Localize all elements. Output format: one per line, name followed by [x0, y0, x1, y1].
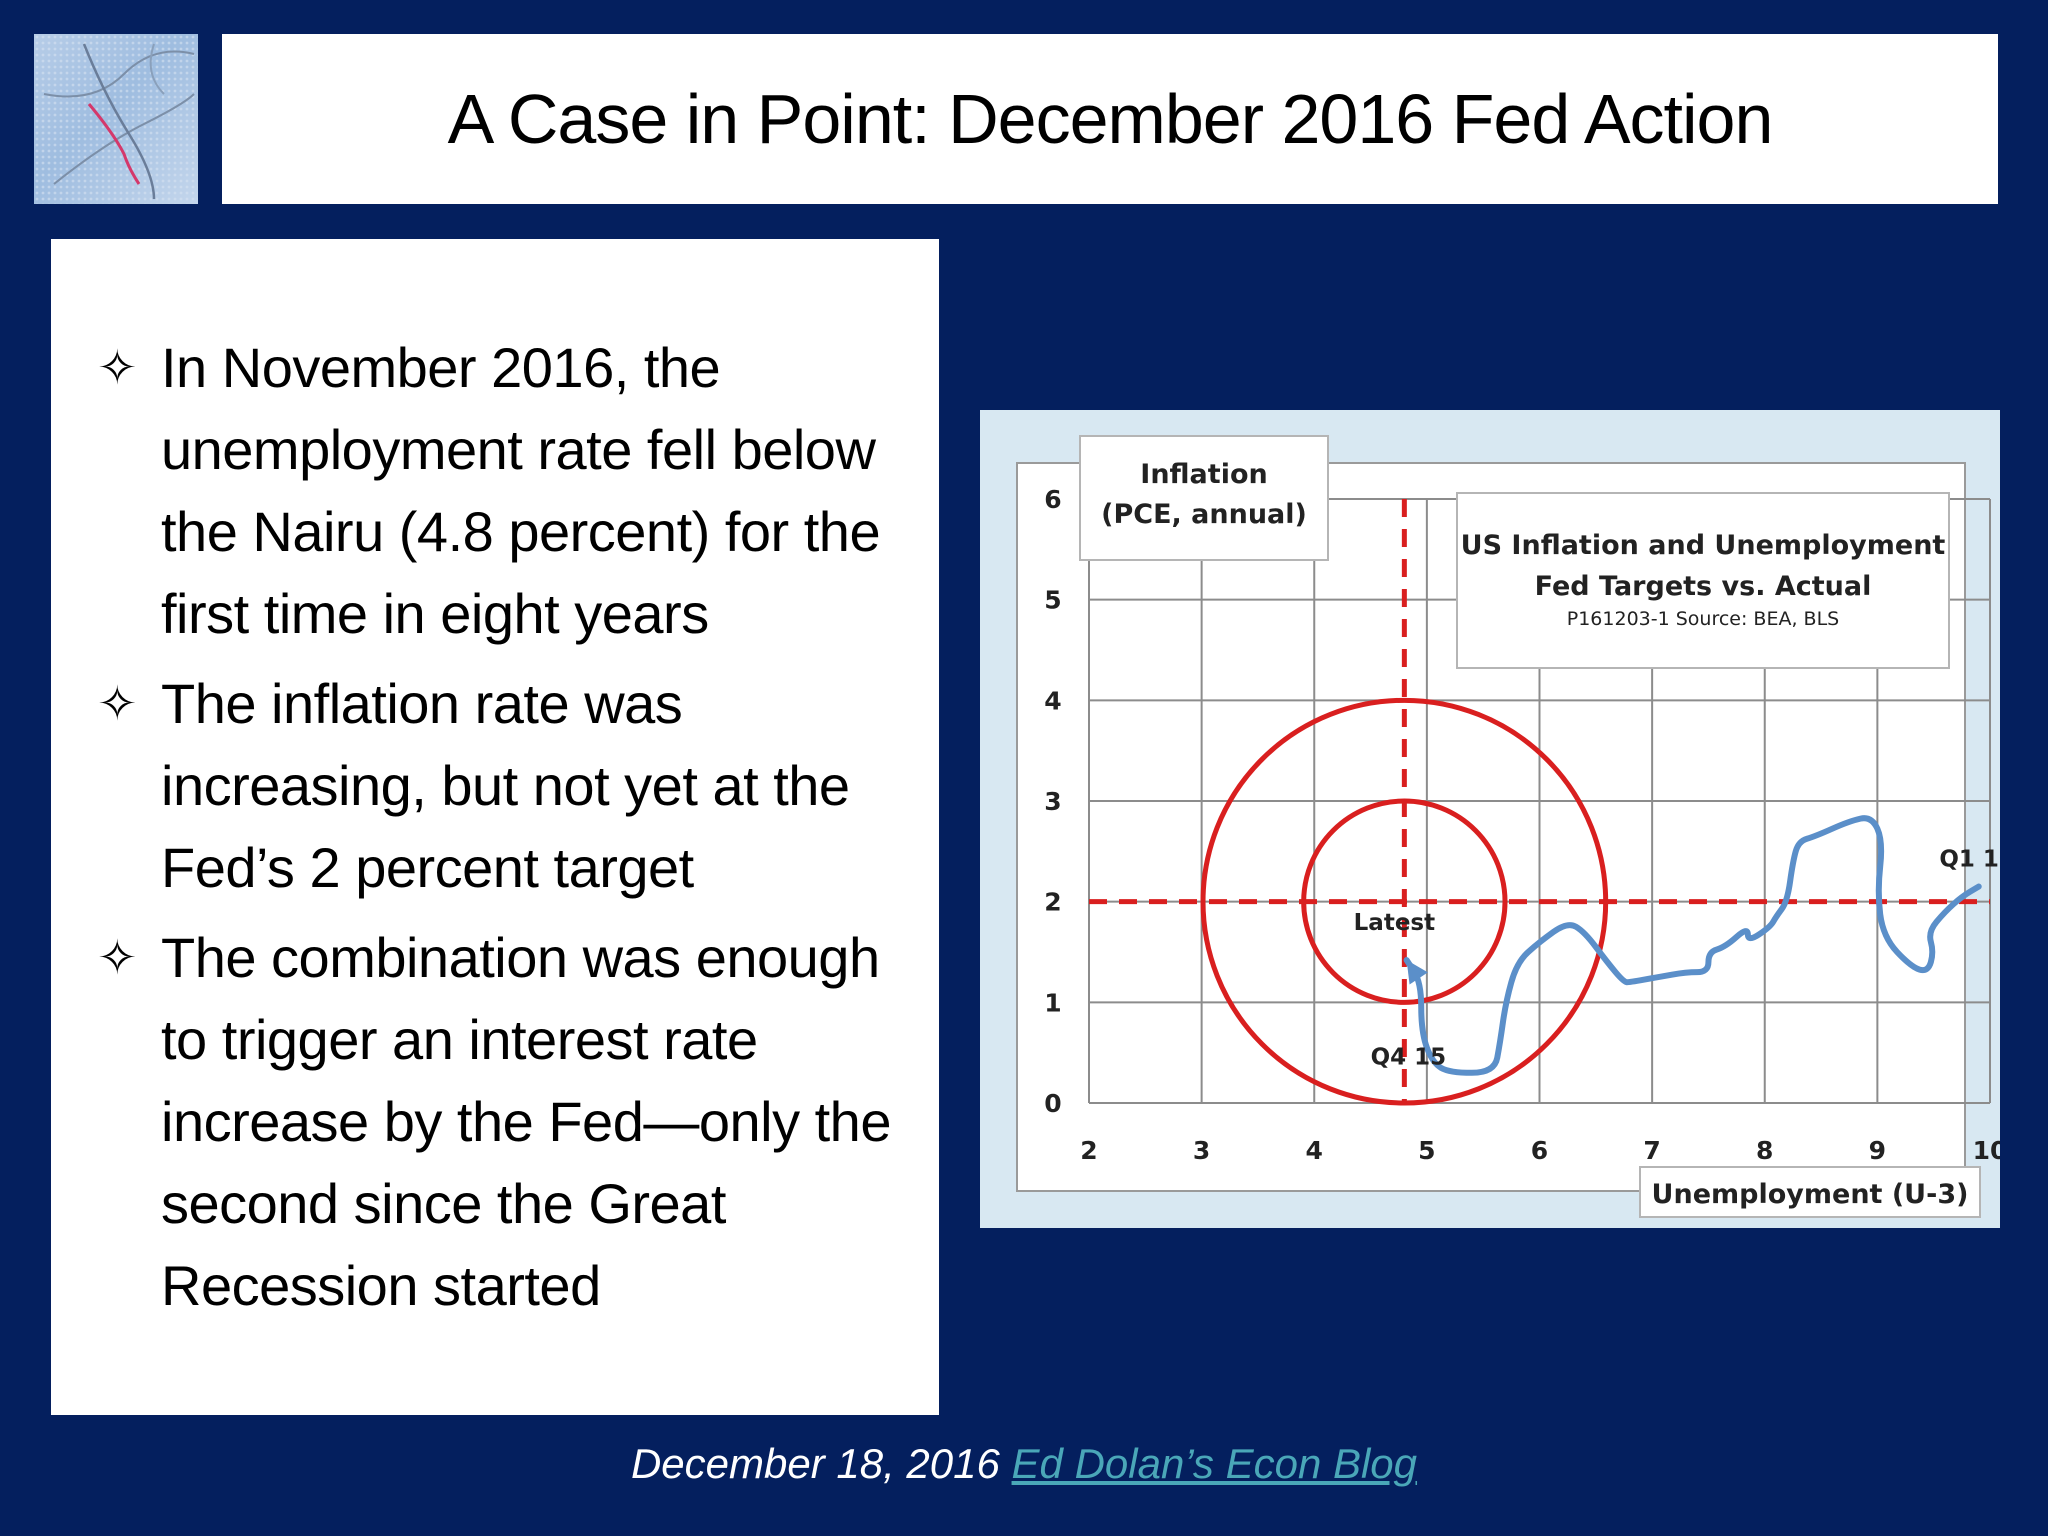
y-tick-label: 3: [1044, 787, 1061, 816]
y-tick-label: 2: [1044, 888, 1061, 917]
series-arrowhead: [1406, 960, 1428, 985]
y-tick-label: 4: [1044, 686, 1061, 715]
x-tick-label: 7: [1643, 1136, 1660, 1165]
y-tick-label: 6: [1044, 485, 1061, 514]
y-tick-label: 0: [1044, 1089, 1061, 1118]
inflation-unemployment-chart: 2 3 4 5 6 7 8 9 10 0 1 2 3 4 5 6 Inflation (PCE, annual…: [1016, 435, 2000, 1218]
chart-panel: 2 3 4 5 6 7 8 9 10 0 1 2 3 4 5 6 Inflation (PCE, annual…: [980, 410, 2000, 1228]
bullet-text: The combination was enough to trigger an…: [161, 926, 891, 1317]
chart-title-line-2: Fed Targets vs. Actual: [1535, 571, 1872, 602]
x-tick-label: 10: [1973, 1136, 2000, 1165]
xlabel: Unemployment (U-3): [1652, 1179, 1969, 1210]
series-line: [1403, 815, 1982, 1076]
x-tick-label: 2: [1080, 1136, 1097, 1165]
y-tick-label: 5: [1044, 586, 1061, 615]
x-tick-label: 8: [1756, 1136, 1773, 1165]
x-tick-label: 5: [1418, 1136, 1435, 1165]
bullet-item: ✧ The inflation rate was increasing, but…: [87, 663, 919, 909]
series: [1403, 815, 1982, 1076]
title-bar: A Case in Point: December 2016 Fed Actio…: [222, 34, 1998, 204]
chart-title-box: [1456, 492, 1950, 669]
x-tick-label: 6: [1531, 1136, 1548, 1165]
bullet-text: In November 2016, the unemployment rate …: [161, 336, 881, 645]
ylabel-box: [1079, 435, 1329, 561]
xlabel-box: [1639, 1166, 1981, 1218]
annotations: Q1 10 Latest Q4 15: [1354, 846, 2000, 1070]
star-outline-icon: ✧: [97, 676, 137, 732]
ticks: 2 3 4 5 6 7 8 9 10 0 1 2 3 4 5 6: [1044, 485, 2000, 1165]
star-outline-icon: ✧: [97, 340, 137, 396]
slide-title: A Case in Point: December 2016 Fed Actio…: [447, 80, 1774, 158]
bullet-list: ✧ In November 2016, the unemployment rat…: [87, 327, 919, 1327]
x-tick-label: 4: [1306, 1136, 1323, 1165]
footer-date: December 18, 2016: [630, 1440, 1000, 1487]
y-tick-label: 1: [1044, 988, 1061, 1017]
grid: [1088, 498, 1991, 1104]
ylabel-line-2: (PCE, annual): [1101, 499, 1307, 530]
blog-link[interactable]: Ed Dolan’s Econ Blog: [1011, 1440, 1418, 1487]
ylabel-line-1: Inflation: [1140, 459, 1267, 490]
bullet-text: The inflation rate was increasing, but n…: [161, 672, 850, 899]
bullet-item: ✧ In November 2016, the unemployment rat…: [87, 327, 919, 655]
star-outline-icon: ✧: [97, 930, 137, 986]
bullet-panel: ✧ In November 2016, the unemployment rat…: [51, 239, 939, 1415]
x-tick-label: 3: [1193, 1136, 1210, 1165]
annotation-label: Q1 10: [1939, 846, 2000, 872]
targets: [1089, 499, 1990, 1106]
bullet-item: ✧ The combination was enough to trigger …: [87, 917, 919, 1327]
chart-subtitle: P161203-1 Source: BEA, BLS: [1567, 608, 1839, 630]
map-logo-icon: [34, 34, 198, 204]
chart-title-line-1: US Inflation and Unemployment: [1461, 530, 1946, 561]
annotation-label: Latest: [1354, 910, 1435, 936]
x-tick-label: 9: [1869, 1136, 1886, 1165]
annotation-label: Q4 15: [1371, 1045, 1447, 1071]
footer: December 18, 2016 Ed Dolan’s Econ Blog: [0, 1440, 2048, 1488]
